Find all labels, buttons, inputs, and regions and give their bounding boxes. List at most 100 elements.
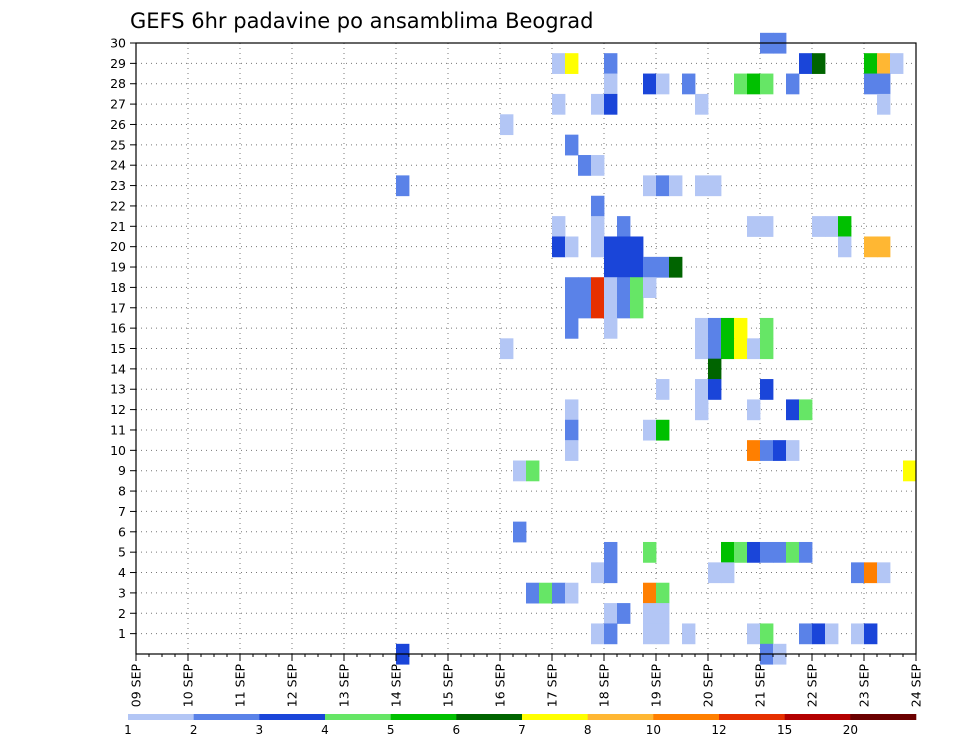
precip-cell	[708, 338, 722, 360]
precip-cell	[552, 53, 566, 74]
x-tick-label: 22 SEP	[805, 664, 820, 708]
x-tick-label: 12 SEP	[285, 664, 300, 708]
precip-cell	[864, 623, 878, 645]
precip-cell	[825, 216, 839, 237]
y-tick-label: 4	[118, 565, 126, 580]
precip-cell	[513, 460, 527, 482]
y-tick-label: 2	[118, 606, 126, 621]
precip-cell	[747, 541, 761, 563]
precip-cell	[747, 399, 761, 421]
precip-cell	[864, 236, 878, 258]
x-tick-label: 17 SEP	[545, 664, 560, 708]
colorbar-segment	[128, 714, 194, 720]
precip-cell	[812, 623, 826, 645]
colorbar-label: 8	[584, 723, 592, 737]
x-tick-label: 14 SEP	[389, 664, 404, 708]
precip-cell	[747, 338, 761, 360]
precip-cell	[578, 297, 592, 319]
y-tick-label: 23	[110, 178, 126, 193]
precip-cell	[734, 541, 748, 563]
precip-cell	[539, 582, 553, 604]
precip-cell	[552, 216, 566, 237]
precip-cell	[643, 541, 657, 563]
precip-cell	[604, 277, 618, 298]
x-tick-label: 18 SEP	[597, 664, 612, 708]
precip-cell	[760, 379, 774, 400]
precip-cell	[695, 399, 709, 421]
precip-cell	[786, 73, 800, 95]
precip-cell	[617, 297, 631, 319]
precip-cell	[695, 379, 709, 400]
y-tick-label: 30	[110, 36, 126, 51]
precip-cell	[747, 216, 761, 237]
precip-cell	[591, 297, 605, 319]
x-tick-label: 15 SEP	[441, 664, 456, 708]
precip-cell	[760, 73, 774, 95]
precip-cell	[747, 440, 761, 461]
x-tick-label: 21 SEP	[753, 664, 768, 708]
precip-cell	[656, 256, 670, 278]
y-tick-label: 25	[110, 137, 126, 152]
precip-cell	[591, 155, 605, 176]
colorbar-segment	[522, 714, 588, 720]
y-tick-label: 15	[110, 341, 126, 356]
precip-cell	[604, 236, 618, 258]
y-tick-label: 20	[110, 239, 126, 254]
y-tick-label: 5	[118, 545, 126, 560]
precip-cell	[773, 541, 787, 563]
precip-cell	[812, 216, 826, 237]
colorbar-label: 10	[646, 723, 661, 737]
precip-cell	[604, 297, 618, 319]
precip-cell	[565, 277, 579, 298]
precip-cell	[591, 93, 605, 115]
precip-cell	[864, 73, 878, 95]
y-tick-label: 26	[110, 117, 126, 132]
precip-cell	[760, 623, 774, 645]
x-tick-label: 10 SEP	[181, 664, 196, 708]
precip-cell	[799, 541, 813, 563]
y-tick-label: 22	[110, 198, 126, 213]
x-tick-label: 16 SEP	[493, 664, 508, 708]
y-tick-label: 3	[118, 585, 126, 600]
precip-cell	[656, 379, 670, 400]
precip-cell	[682, 623, 696, 645]
precip-cell	[669, 175, 683, 197]
colorbar-segment	[193, 714, 260, 720]
precip-cell	[656, 175, 670, 197]
x-tick-label: 20 SEP	[701, 664, 716, 708]
precip-cell	[604, 256, 618, 278]
precip-cell	[630, 256, 644, 278]
grid-lines	[136, 43, 916, 654]
precip-cell	[591, 216, 605, 237]
precip-cell	[500, 338, 514, 360]
colorbar-segment	[325, 714, 391, 720]
colorbar: 1 2 3 4 5 6 7 8 10 12 15 20	[124, 714, 917, 737]
precip-cell	[695, 175, 709, 197]
precip-cell	[708, 562, 722, 584]
precip-cell	[630, 277, 644, 298]
precip-cell	[903, 460, 917, 482]
colorbar-segment	[456, 714, 523, 720]
precip-cell	[786, 541, 800, 563]
precip-cell	[643, 256, 657, 278]
precip-cell	[838, 236, 852, 258]
precip-cell	[877, 236, 891, 258]
colorbar-label: 5	[387, 723, 395, 737]
y-tick-label: 13	[110, 382, 126, 397]
precip-cell	[565, 419, 579, 441]
precip-cell	[734, 73, 748, 95]
precip-cell	[825, 623, 839, 645]
precip-cell	[565, 582, 579, 604]
precip-cell	[565, 440, 579, 461]
precip-cell	[643, 582, 657, 604]
y-tick-label: 9	[118, 463, 126, 478]
precip-cell	[643, 277, 657, 298]
precip-cell	[656, 419, 670, 441]
y-tick-label: 27	[110, 97, 126, 112]
colorbar-label: 7	[518, 723, 526, 737]
colorbar-label: 2	[190, 723, 198, 737]
precip-cell	[682, 73, 696, 95]
precip-cell	[786, 399, 800, 421]
y-tick-label: 19	[110, 260, 126, 275]
